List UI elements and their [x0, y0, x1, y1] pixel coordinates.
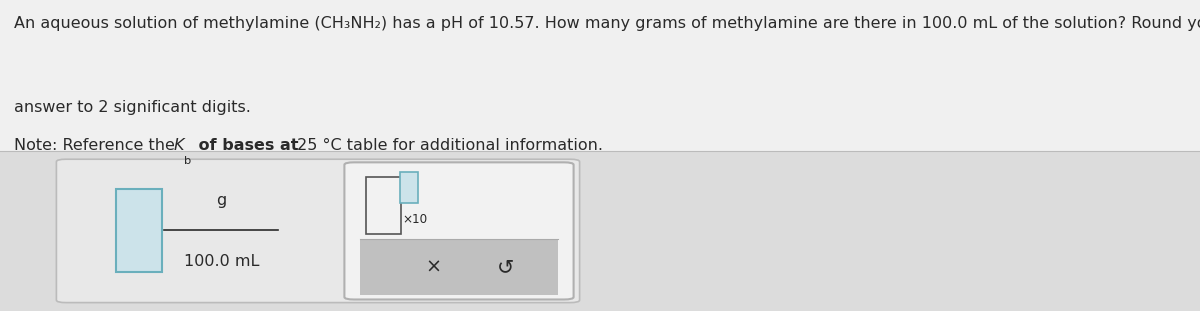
FancyBboxPatch shape [360, 239, 558, 295]
Text: g: g [216, 193, 227, 208]
FancyBboxPatch shape [366, 177, 401, 234]
FancyBboxPatch shape [0, 0, 1200, 151]
Text: ×10: ×10 [402, 213, 427, 226]
Text: ↺: ↺ [497, 257, 514, 277]
FancyBboxPatch shape [56, 159, 580, 303]
Text: K: K [174, 138, 185, 153]
FancyBboxPatch shape [116, 189, 162, 272]
Text: An aqueous solution of methylamine (CH₃NH₂) has a pH of 10.57. How many grams of: An aqueous solution of methylamine (CH₃N… [14, 16, 1200, 30]
Text: 25 °C table for additional information.: 25 °C table for additional information. [292, 138, 602, 153]
Text: of bases at: of bases at [193, 138, 299, 153]
Text: b: b [185, 156, 192, 165]
Text: Note: Reference the: Note: Reference the [14, 138, 180, 153]
Text: 100.0 mL: 100.0 mL [184, 254, 259, 269]
Text: ×: × [426, 257, 442, 276]
FancyBboxPatch shape [344, 162, 574, 299]
Text: answer to 2 significant digits.: answer to 2 significant digits. [14, 100, 251, 114]
FancyBboxPatch shape [0, 151, 1200, 311]
FancyBboxPatch shape [400, 172, 418, 203]
